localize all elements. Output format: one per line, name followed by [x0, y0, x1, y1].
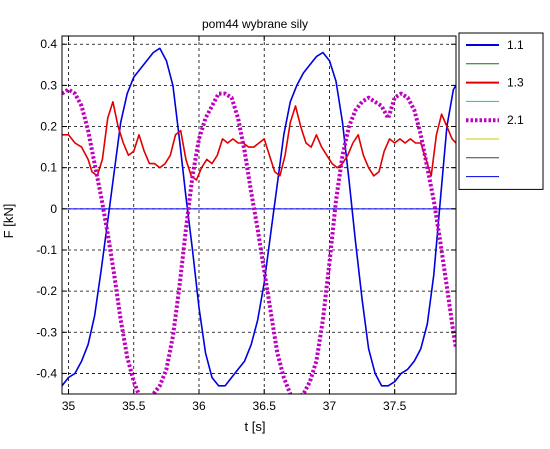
x-tick-label: 36 — [192, 399, 206, 413]
y-axis-ticks: 0.4 0.3 0.2 0.1 0 -0.1 -0.2 -0.3 -0.4 — [36, 37, 456, 380]
x-tick-label: 36.5 — [253, 399, 277, 413]
x-tick-label: 35.5 — [122, 399, 146, 413]
chart-title: pom44 wybrane sily — [202, 17, 308, 31]
x-tick-label: 37.5 — [383, 399, 407, 413]
x-axis-label: t [s] — [245, 419, 266, 434]
y-tick-label: 0.3 — [40, 78, 57, 92]
y-tick-label: 0 — [50, 202, 57, 216]
series-group — [62, 47, 456, 394]
legend-label: 1.1 — [507, 38, 524, 52]
x-tick-label: 37 — [323, 399, 337, 413]
plot-area-frame — [61, 35, 457, 395]
x-axis-ticks: 35 35.5 36 36.5 37 37.5 — [62, 36, 407, 413]
legend: 1.1 1.3 2.1 — [458, 32, 544, 190]
legend-label: 2.1 — [507, 113, 524, 127]
y-tick-label: 0.2 — [40, 120, 57, 134]
legend-box — [458, 32, 544, 190]
legend-label: 1.3 — [507, 76, 524, 90]
x-tick-label: 35 — [62, 399, 76, 413]
series-line-2.1 — [62, 87, 456, 394]
grid-lines — [62, 36, 456, 394]
y-tick-label: -0.4 — [36, 366, 57, 380]
y-axis-label: F [kN] — [1, 204, 16, 239]
y-tick-label: 0.4 — [40, 37, 57, 51]
series-line-1.3 — [62, 101, 456, 181]
y-tick-label: 0.1 — [40, 161, 57, 175]
y-tick-label: -0.1 — [36, 243, 57, 257]
series-line-1.1 — [62, 47, 456, 387]
y-tick-label: -0.3 — [36, 325, 57, 339]
y-tick-label: -0.2 — [36, 284, 57, 298]
